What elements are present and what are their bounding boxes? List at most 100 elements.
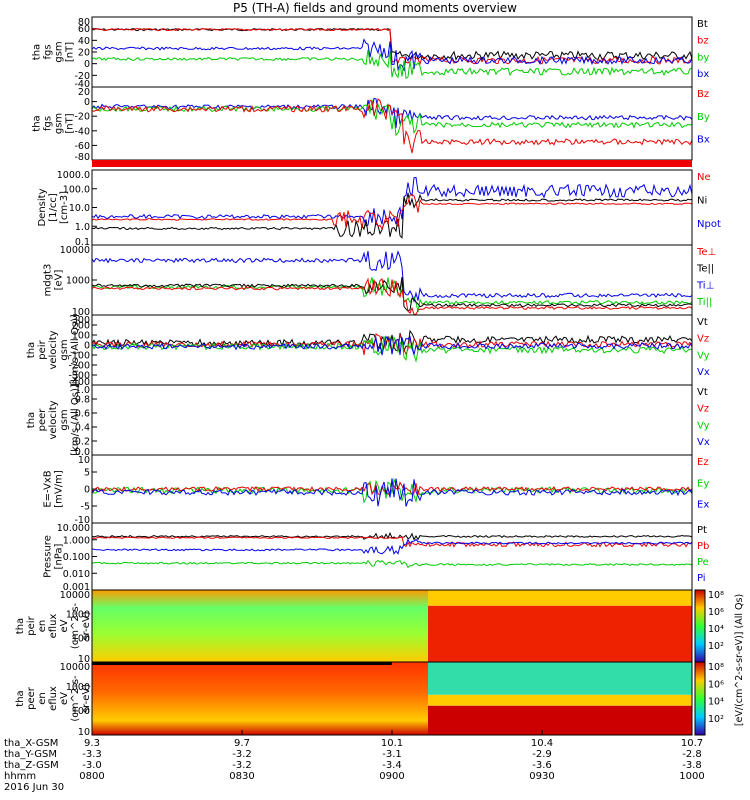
ephemeris-value: 10.7 [681,738,703,749]
spectrogram-early [92,590,428,662]
footer: tha_X-GSM 9.3 9.7 10.1 10.4 10.7 tha_Y-GSM -3.3… [4,730,705,793]
ephemeris-value: 0800 [79,771,104,782]
panel-ylabel: velocity [48,400,59,439]
panel-ylabel: [nT] [65,113,76,133]
y-tick-label: -20 [74,71,90,82]
panel-ylabel: [cm-3] [59,191,70,224]
y-tick-label: -40 [74,79,90,90]
panel-ylabel: gsm [54,113,65,134]
colorbars: 10⁸ 10⁶ 10⁴ 10² 10⁸ 10⁶ 10⁴ 10² [eV/(cm^2-s-sr-e… [694,589,745,736]
y-tick-label: -40 [74,126,90,137]
trace-green [91,477,693,504]
legend-entry: Pt [697,525,707,536]
legend-entry: bz [697,36,709,47]
ephemeris-label: tha_Z-GSM [4,760,59,771]
ephemeris-value: -3.4 [382,760,402,771]
panel-frame [91,522,693,591]
ephemeris-value: 0930 [529,771,554,782]
panel-peir-spec: tha peir en eflux eV (cm^2-s-sr-eV) 10000 1000 1… [15,589,693,665]
panel-ylabel: (cm^2-s- [70,675,81,722]
y-tick-label: -400 [68,377,90,388]
trace-blue [91,176,693,227]
spectrogram-late-high [428,662,692,695]
panel-ylabel: en [37,692,48,705]
spectrogram-late-low [428,705,692,735]
legend-entry: Ey [697,478,709,489]
y-tick-label: 0 [84,341,90,352]
panel-ylabel: fgs [43,116,54,131]
y-tick-label: 60 [78,24,90,35]
y-tick-label: -200 [68,361,90,372]
page-title: P5 (TH-A) fields and ground moments over… [233,1,517,15]
panel-peir-velocity: tha peir velocity gsm [km/s (All Qs)]3002001… [26,314,710,388]
panel-ylabel: tha [32,115,43,131]
legend-entry: Bz [697,89,709,100]
legend-entry: by [697,52,709,63]
y-tick-label: 0.2 [75,437,90,448]
legend-entry: Vt [697,387,708,398]
panel-ylabel: [nT] [65,42,76,62]
colorbar-tick: 10⁶ [708,679,724,690]
panel-ylabel: E=-VxB [43,470,54,507]
colorbar-tick: 10² [708,714,724,725]
legend-entry: Vx [697,437,710,448]
legend-entry: Ti⊥ [696,280,714,291]
y-tick-label: 20 [78,87,90,98]
y-tick-label: 10000 [60,245,90,256]
y-tick-label: -20 [74,112,90,123]
y-tick-label: 0.6 [75,409,90,420]
panel-ylabel: velocity [48,330,59,369]
spectrogram-late-high [428,590,692,606]
ephemeris-value: -3.2 [232,760,252,771]
y-tick-label: 0.001 [63,582,90,593]
ephemeris-value: 1000 [679,771,704,782]
ephemeris-value: 9.3 [84,738,100,749]
panel-ylabel: [km/s (All Qs)] [70,314,81,386]
panel-ylabel: Density [37,188,48,226]
legend-entry: Ne [697,172,711,183]
panel-frame [91,169,693,246]
panel-ylabel: gsm [59,409,70,430]
panel-ylabel: peir [37,339,48,359]
trace-red [91,98,693,154]
colorbar [694,661,706,736]
colorbar-tick: 10⁴ [708,624,724,635]
legend-entry: Ti|| [696,297,712,308]
panel-ylabel: peir [26,615,37,635]
trace-black [91,192,693,239]
y-tick-label: 5 [84,468,90,479]
trace-blue [91,478,693,507]
spectrogram-late-mid [428,694,692,706]
legend-entry: Npot [697,219,721,230]
panel-peer-spec: tha peer en eflux eV (cm^2-s-sr-eV) 10000 1000 1… [15,661,693,738]
y-tick-label: 1000 [66,276,90,287]
trace-black [91,276,693,312]
legend-entry: Bx [697,135,710,146]
legend-entry: Vt [697,317,708,328]
y-tick-label: 100.0 [63,184,90,195]
legend-entry: Vz [697,404,709,415]
legend-entry: Ex [697,500,709,511]
ephemeris-value: -2.9 [532,749,552,760]
trace-red [91,536,693,548]
y-tick-label: 80 [78,17,90,28]
colorbar-tick: 10² [708,641,724,652]
y-tick-label: 0.8 [75,395,90,406]
y-tick-label: 1000 [66,610,90,621]
ephemeris-value: -3.0 [82,760,102,771]
colorbar-tick: 10⁴ [708,697,724,708]
ephemeris-value: 10.1 [381,738,403,749]
ephemeris-label: hhmm [4,771,36,782]
colorbar-tick: 10⁸ [708,590,724,601]
legend-entry: Ez [697,457,709,468]
legend-entry: Pb [697,541,709,552]
colorbar-tick: 10⁸ [708,662,724,673]
legend-entry: Vy [697,420,710,431]
panel-ylabel: sr-eV) [81,611,92,640]
ephemeris-value: 10.4 [531,738,553,749]
y-tick-label: 100 [72,634,90,645]
ephemeris-value: 9.7 [234,738,250,749]
colorbar-tick: 10⁶ [708,607,724,618]
